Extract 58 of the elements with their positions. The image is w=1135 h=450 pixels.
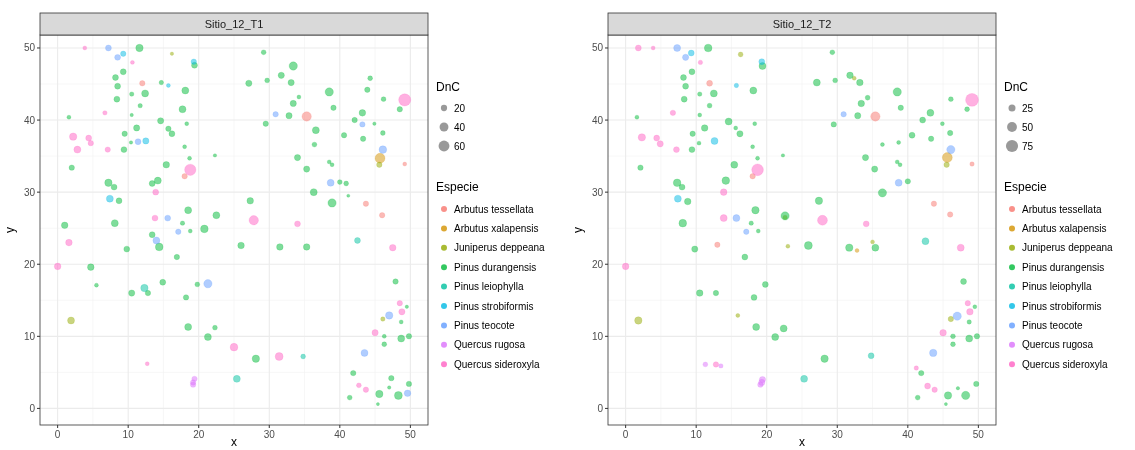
y-tick-label: 0 [597,402,604,414]
legend-label: Pinus leiophylla [454,281,524,293]
chart-title: Sitio_12_T1 [204,18,264,30]
legend-label: Pinus leiophylla [1022,281,1092,293]
y-tick-label: 50 [591,42,604,54]
x-tick-label: 0 [54,429,61,440]
legend-label: Arbutus xalapensis [1022,222,1107,234]
x-tick-label: 30 [831,429,844,440]
legend-label: Arbutus tessellata [454,203,534,215]
y-tick-label: 30 [591,186,604,198]
legend-label: Arbutus tessellata [1022,203,1102,215]
y-tick-label: 40 [23,114,36,126]
x-tick-label: 10 [122,429,135,440]
legend-label: Pinus teocote [454,319,516,331]
y-tick-label: 20 [591,258,604,270]
legend-label: 60 [454,141,466,152]
y-tick-label: 50 [23,42,36,54]
legend-title: Especie [1004,180,1048,194]
y-tick-label: 0 [29,402,36,414]
x-tick-label: 50 [972,429,985,440]
legend-label: 50 [1022,122,1034,133]
y-tick-label: 30 [23,186,36,198]
legend-label: Juniperus deppeana [454,242,546,254]
legend-label: Quercus rugosa [454,339,526,351]
y-tick-label: 10 [23,330,36,342]
legend-label: Quercus rugosa [1022,339,1094,351]
x-tick-label: 50 [404,429,417,440]
x-tick-label: 30 [263,429,276,440]
legend-label: Pinus strobiformis [1022,300,1102,312]
y-tick-label: 10 [591,330,604,342]
legend-label: Juniperus deppeana [1022,242,1114,254]
x-tick-label: 20 [193,429,205,440]
text: DnC [1004,80,1029,94]
y-tick-label: 40 [591,114,604,126]
legend-label: Pinus teocote [1022,319,1084,331]
x-tick-label: 40 [334,429,346,440]
legend-title: Especie [436,180,480,194]
legend-label: Arbutus xalapensis [454,222,539,234]
chart-title: Sitio_12_T2 [772,18,832,30]
legend-label: Quercus sideroxyla [454,358,541,370]
y-axis-title: y [571,227,585,233]
legend-label: Quercus sideroxyla [1022,358,1109,370]
text: DnC [436,80,461,94]
legend-label: Pinus durangensis [454,261,537,273]
x-tick-label: 20 [761,429,773,440]
legend-label: Pinus strobiformis [454,300,534,312]
legend-label: 25 [1022,103,1034,114]
legend-label: 40 [454,122,466,133]
x-tick-label: 0 [622,429,629,440]
y-tick-label: 20 [23,258,36,270]
x-axis-title: x [799,435,805,449]
x-axis-title: x [231,435,237,449]
x-tick-label: 10 [690,429,703,440]
y-axis-title: y [3,227,17,233]
x-tick-label: 40 [902,429,914,440]
legend-label: 20 [454,103,466,114]
legend-label: Pinus durangensis [1022,261,1105,273]
legend-label: 75 [1022,141,1034,152]
